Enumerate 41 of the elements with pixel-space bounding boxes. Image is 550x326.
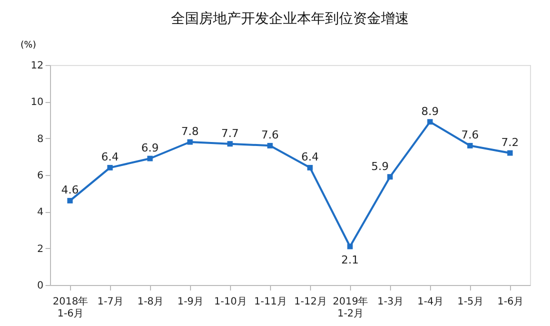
- y-tick-label: 2: [37, 244, 44, 255]
- data-label: 6.4: [101, 150, 119, 164]
- point: [227, 141, 233, 147]
- data-label: 6.9: [141, 142, 159, 154]
- data-label: 8.9: [421, 104, 439, 118]
- x-tick-label: 1-9月: [177, 296, 204, 308]
- x-tick-label: 1-6月: [497, 296, 524, 308]
- y-tick-label: 12: [30, 60, 44, 72]
- data-label: 7.2: [501, 136, 519, 149]
- x-tick-label: 2018年 1-6月: [52, 296, 88, 320]
- x-tick-label: 2019年 1-2月: [332, 296, 368, 320]
- data-label: 7.6: [461, 128, 479, 142]
- x-tick-label: 1-3月: [377, 296, 404, 308]
- data-label: 7.7: [221, 126, 239, 140]
- x-tick-label: 1-11月: [254, 296, 287, 308]
- x-tick-label: 1-5月: [457, 296, 484, 308]
- data-label: 6.4: [301, 150, 319, 164]
- point: [427, 119, 433, 125]
- y-tick-label: 8: [37, 134, 44, 145]
- data-label: 2.1: [341, 254, 359, 266]
- point: [387, 174, 393, 180]
- x-tick-label: 1-10月: [214, 296, 247, 308]
- data-label: 5.9: [371, 160, 389, 173]
- data-label: 7.8: [181, 125, 199, 138]
- x-tick-label: 1-4月: [417, 296, 444, 308]
- data-label: 7.6: [261, 128, 279, 142]
- point: [107, 164, 113, 170]
- y-axis-title: (%): [20, 40, 36, 50]
- y-tick-label: 0: [37, 280, 44, 292]
- y-tick-label: 4: [37, 207, 44, 218]
- point: [267, 142, 273, 148]
- y-tick-label: 10: [30, 97, 44, 108]
- point: [67, 198, 73, 204]
- x-tick-label: 1-7月: [97, 296, 124, 308]
- point: [467, 142, 473, 148]
- chart-title: 全国房地产开发企业本年到位资金增速: [171, 11, 409, 27]
- x-tick-label: 1-12月: [294, 296, 327, 308]
- point: [307, 164, 313, 170]
- y-tick-label: 6: [37, 170, 44, 182]
- data-label: 4.6: [61, 184, 79, 197]
- x-tick-label: 1-8月: [137, 296, 164, 308]
